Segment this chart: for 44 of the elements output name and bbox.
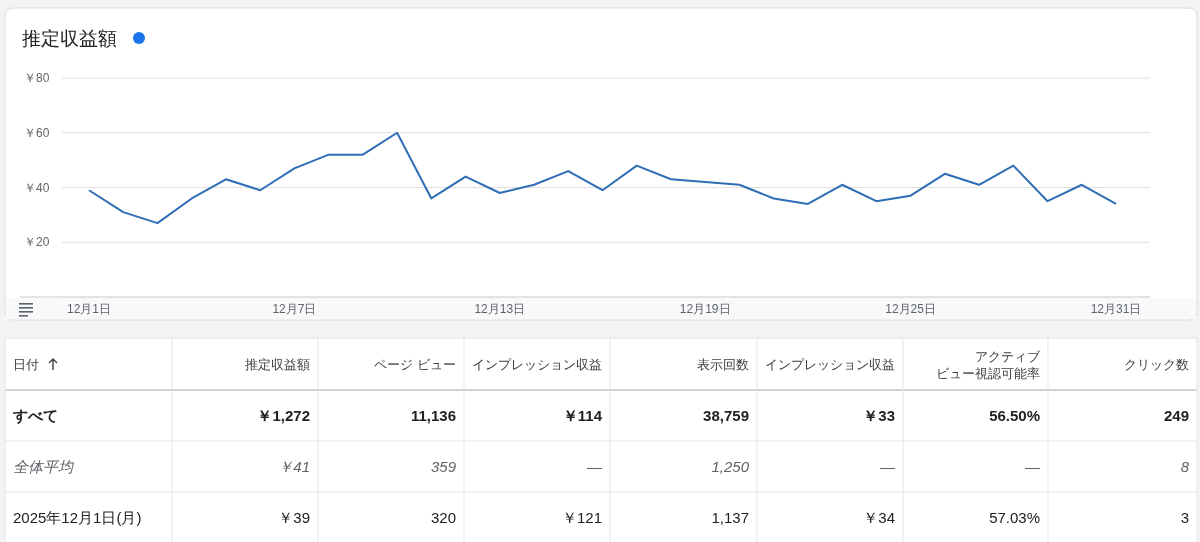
y-tick-label: ￥20	[24, 235, 50, 250]
text: 全体平均	[13, 457, 75, 475]
text: すべて	[12, 406, 58, 425]
chart-title: 推定収益額	[22, 28, 117, 49]
text: アクティブビュー視認可能率	[936, 349, 1041, 381]
text: 38,759	[703, 406, 749, 424]
text: 推定収益額	[245, 357, 310, 372]
text: 11,136	[410, 406, 456, 424]
x-tick-label: 12月19日	[679, 302, 731, 316]
text: ￥34	[863, 509, 895, 526]
text: 1,137	[711, 509, 749, 526]
y-tick-label: ￥40	[24, 180, 50, 195]
text: ￥39	[278, 509, 310, 526]
x-tick-label: 12月7日	[272, 302, 317, 316]
text: 320	[430, 509, 456, 526]
text: ￥1,272	[257, 406, 310, 424]
text: 3	[1180, 509, 1189, 526]
x-tick-label: 12月13日	[474, 302, 526, 316]
text: ￥41	[278, 457, 310, 475]
x-tick-label: 12月1日	[66, 302, 112, 316]
x-tick-label: 12月25日	[885, 302, 936, 316]
text: インプレッション収益	[472, 357, 602, 372]
text: ￥114	[562, 406, 603, 424]
text: 57.03%	[989, 509, 1040, 526]
text: クリック数	[1124, 357, 1189, 372]
text: 8	[1180, 457, 1190, 475]
text: 表示回数	[697, 357, 749, 372]
text: —	[879, 457, 896, 475]
text: —	[586, 457, 603, 475]
text: ページ ビュー	[374, 357, 456, 372]
text: 56.50%	[989, 406, 1040, 424]
text: インプレッション収益	[765, 357, 895, 372]
text: ￥33	[863, 406, 895, 424]
y-tick-label: ￥60	[24, 125, 50, 140]
x-tick-label: 12月31日	[1090, 302, 1142, 316]
y-tick-label: ￥80	[24, 71, 50, 85]
text: —	[1024, 457, 1041, 475]
text: 1,250	[711, 457, 750, 475]
text: 359	[430, 457, 457, 475]
text: 日付	[13, 357, 39, 372]
text: 2025年12月1日(月)	[13, 509, 142, 526]
text: ￥121	[561, 509, 602, 526]
line-series	[88, 131, 1117, 225]
text: 249	[1163, 406, 1189, 424]
